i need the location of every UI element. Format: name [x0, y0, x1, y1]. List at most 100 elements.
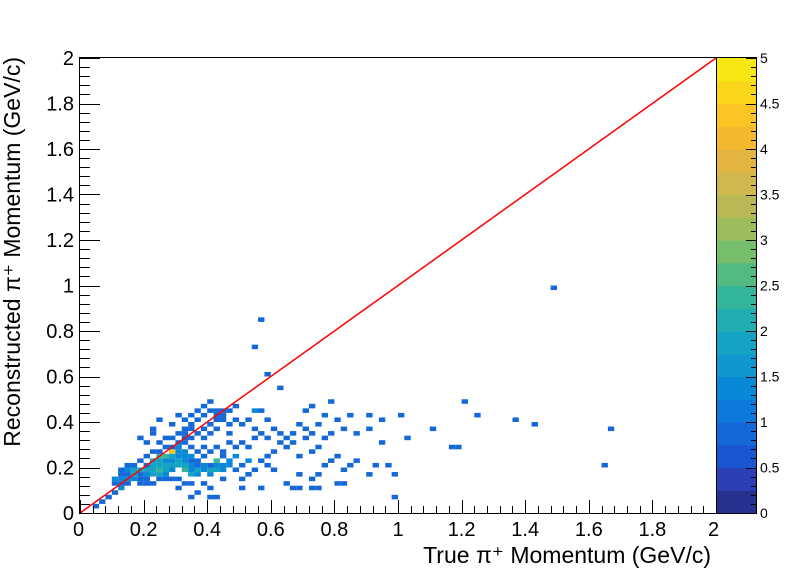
y-tick-label: 1.4 [46, 185, 74, 207]
heatmap-cell [232, 467, 239, 473]
heatmap-cell [149, 431, 157, 436]
heatmap-cell [251, 426, 259, 432]
heatmap-cell [340, 467, 348, 473]
y-tick-label: 0.8 [46, 321, 74, 343]
palette-tick-label: 4.5 [760, 96, 780, 112]
heatmap-cell [162, 476, 170, 482]
heatmap-cell [169, 422, 176, 427]
heatmap-cell [601, 462, 608, 468]
heatmap-cell [289, 440, 297, 445]
heatmap-cell [391, 494, 398, 500]
heatmap-cell [169, 467, 176, 473]
heatmap-cell [99, 499, 106, 504]
heatmap-cell [334, 453, 341, 459]
heatmap-cell [200, 453, 208, 459]
heatmap-cell [264, 371, 271, 377]
x-tick-label: 0.4 [193, 519, 221, 541]
heatmap-cell [181, 467, 189, 473]
heatmap-cell [232, 417, 239, 422]
palette-tick-label: 2 [760, 323, 768, 339]
heatmap-cell [277, 440, 284, 445]
heatmap-cell [302, 426, 309, 432]
heatmap-cell [130, 476, 138, 482]
heatmap-cell [188, 444, 195, 450]
heatmap-cell [207, 449, 214, 454]
heatmap-cell [239, 476, 246, 482]
heatmap-cell [156, 462, 163, 468]
heatmap-cell [213, 444, 220, 450]
heatmap-cell [391, 472, 398, 477]
color-palette-band [717, 103, 757, 127]
palette-tick-label: 0 [760, 505, 768, 521]
heatmap-cell [181, 481, 189, 486]
heatmap-cell [181, 458, 189, 463]
heatmap-cell [207, 431, 214, 436]
heatmap-cell [461, 399, 468, 404]
heatmap-cell [245, 458, 252, 463]
heatmap-cell [188, 494, 195, 500]
y-tick-label: 1.6 [46, 139, 74, 161]
heatmap-cell [277, 385, 284, 391]
heatmap-cell [315, 444, 322, 450]
heatmap-cell [213, 408, 220, 413]
heatmap-cell [149, 462, 157, 468]
heatmap-cell [188, 481, 195, 486]
heatmap-cell [366, 426, 373, 432]
palette-tick-label: 1 [760, 414, 768, 430]
heatmap-cell [200, 444, 208, 450]
heatmap-cell [175, 476, 182, 482]
heatmap-cell [130, 467, 138, 473]
heatmap-cell [245, 417, 252, 422]
heatmap-cell [347, 462, 354, 468]
heatmap-cell [207, 422, 214, 427]
heatmap-cell [207, 399, 214, 404]
reference-line [79, 57, 717, 514]
heatmap-cell [194, 431, 201, 436]
heatmap-cell [194, 472, 201, 477]
heatmap-cell [181, 431, 189, 436]
heatmap-cell [334, 417, 341, 422]
heatmap-cell [118, 472, 125, 477]
heatmap-cell [315, 422, 322, 427]
heatmap-cell [251, 435, 259, 441]
heatmap-cell [194, 490, 201, 495]
color-palette-band [717, 467, 757, 491]
heatmap-cell [188, 426, 195, 432]
heatmap-cell [143, 472, 150, 477]
heatmap-cell [137, 472, 144, 477]
heatmap-cell [308, 449, 316, 454]
y-tick-label: 1.2 [46, 230, 74, 252]
palette-tick-label: 4 [760, 141, 768, 157]
color-palette [717, 58, 757, 514]
color-palette-band [717, 353, 757, 378]
heatmap-cell [270, 467, 278, 473]
heatmap-cell [175, 412, 182, 418]
heatmap-cell [232, 403, 239, 409]
heatmap-cell [455, 444, 462, 450]
heatmap-cell [289, 485, 297, 491]
heatmap-cell [149, 426, 157, 432]
heatmap-cell [398, 412, 405, 418]
heatmap-cell [429, 426, 437, 432]
heatmap-cell [207, 485, 214, 491]
heatmap-cell [124, 467, 131, 473]
heatmap-cell [156, 449, 163, 454]
y-tick-label: 1.8 [46, 94, 74, 116]
palette-tick-label: 5 [760, 50, 768, 66]
heatmap-cell [378, 440, 386, 445]
heatmap-cell [162, 462, 170, 468]
y-tick-label: 0.4 [46, 412, 74, 434]
color-palette-band [717, 444, 757, 469]
heatmap-cell [372, 462, 379, 468]
heatmap-cell [213, 458, 220, 463]
color-palette-band [717, 171, 757, 196]
heatmap-cell [226, 458, 233, 463]
heatmap-cell [302, 435, 309, 441]
heatmap-cell [156, 467, 163, 473]
heatmap-cell [169, 435, 176, 441]
heatmap-cell [143, 453, 150, 459]
heatmap-cell [188, 435, 195, 441]
heatmap-cell [169, 453, 176, 459]
y-tick-label: 0.6 [46, 367, 74, 389]
heatmap-cell [226, 431, 233, 436]
